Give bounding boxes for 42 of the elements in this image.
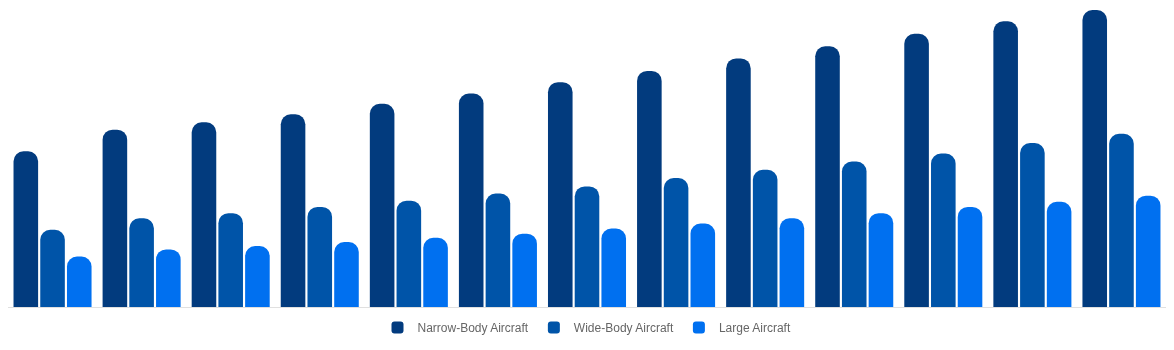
bar <box>779 218 805 307</box>
bar <box>512 233 537 307</box>
bar <box>66 256 92 307</box>
bar <box>129 218 154 307</box>
legend-label: Large Aircraft <box>718 321 791 336</box>
bar <box>868 213 894 307</box>
bar <box>40 229 65 307</box>
bar <box>1135 195 1161 307</box>
bar <box>334 241 359 307</box>
bar <box>1046 201 1072 307</box>
bar <box>396 200 422 307</box>
bar <box>307 206 333 307</box>
bar <box>245 246 270 307</box>
bar <box>663 178 689 307</box>
bar <box>993 21 1018 307</box>
bar <box>191 122 217 307</box>
bar <box>690 223 716 307</box>
bar <box>815 46 840 307</box>
bar <box>423 237 448 307</box>
bar <box>369 103 395 307</box>
bar <box>957 206 983 307</box>
bar <box>547 82 573 307</box>
bar <box>601 228 627 307</box>
bar <box>458 93 484 307</box>
bar <box>280 114 306 307</box>
legend-label: Wide-Body Aircraft <box>573 321 674 336</box>
bar <box>102 129 128 307</box>
bar <box>931 153 956 307</box>
bar <box>218 213 243 307</box>
bar <box>726 58 751 307</box>
bar <box>485 193 511 307</box>
bar <box>637 70 662 307</box>
bar <box>156 249 181 307</box>
bar <box>1109 133 1134 307</box>
bar <box>752 169 778 307</box>
bar <box>1020 143 1045 307</box>
bar <box>1082 10 1108 307</box>
bar <box>574 186 600 307</box>
legend-label: Narrow-Body Aircraft <box>417 321 529 336</box>
bar <box>841 161 867 307</box>
bar <box>13 151 39 307</box>
bar <box>904 33 929 307</box>
